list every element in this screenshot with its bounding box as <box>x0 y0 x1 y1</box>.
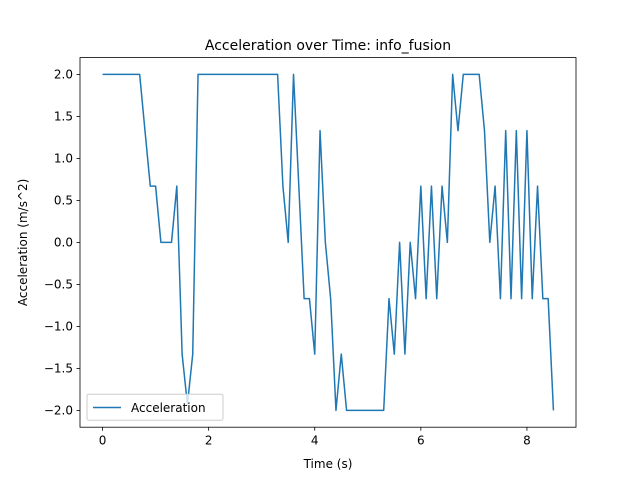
x-axis-label: Time (s) <box>303 457 353 471</box>
data-layer <box>102 73 555 412</box>
y-tick-label: −1.0 <box>44 320 73 334</box>
axes-frame <box>79 57 577 428</box>
y-axis-label: Acceleration (m/s^2) <box>16 179 30 306</box>
legend-box <box>86 393 224 421</box>
x-tick-label: 6 <box>417 434 425 448</box>
series-line-acceleration <box>102 73 555 412</box>
y-tick-label: 1.5 <box>54 110 73 124</box>
legend-label-acceleration: Acceleration <box>131 401 206 415</box>
y-tick-label: −2.0 <box>44 404 73 418</box>
chart-title: Acceleration over Time: info_fusion <box>205 38 451 54</box>
x-tick-label: 2 <box>205 434 213 448</box>
y-tick-label: 1.0 <box>54 152 73 166</box>
x-tick-label: 4 <box>311 434 319 448</box>
x-tick-label: 0 <box>99 434 107 448</box>
y-tick-label: −0.5 <box>44 278 73 292</box>
y-tick-label: −1.5 <box>44 362 73 376</box>
y-tick-label: 0.0 <box>54 236 73 250</box>
x-tick-label: 8 <box>523 434 531 448</box>
ticks-layer: 0 2 4 6 8 −2.0 −1.5 −1.0 −0.5 0.0 0.5 1.0 1.5 2.0 <box>44 68 531 448</box>
legend: Acceleration <box>86 393 224 421</box>
y-tick-label: 2.0 <box>54 68 73 82</box>
y-tick-label: 0.5 <box>54 194 73 208</box>
